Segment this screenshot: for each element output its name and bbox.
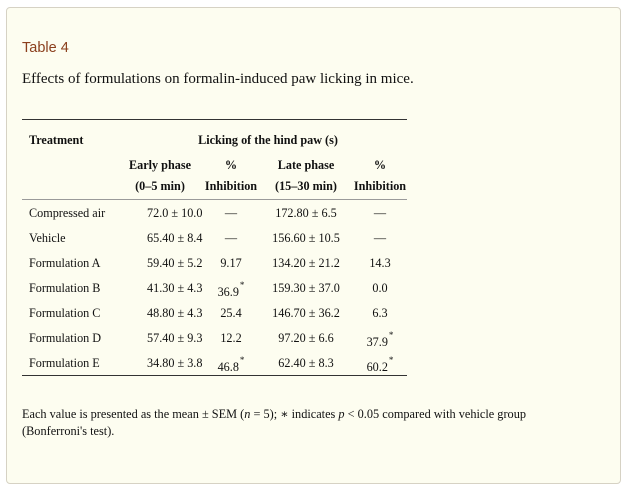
footnote-text-1: Each value is presented as the mean ± SE… xyxy=(22,407,245,421)
cell-late-value: 159.30 ± 37.0 xyxy=(272,281,340,295)
cell-late-inhibition: — xyxy=(374,206,386,220)
header-pct2-bottom: Inhibition xyxy=(353,179,407,193)
cell-late: 62.40 ± 8.3 xyxy=(278,356,333,370)
cell-late-value: 146.70 ± 36.2 xyxy=(272,306,340,320)
cell-treatment: Formulation C xyxy=(29,306,100,320)
significance-marker: * xyxy=(388,355,394,365)
cell-late-inhibition-value: 6.3 xyxy=(372,306,388,320)
footnote-text-3: < 0.05 compared with vehicle group (Bonf… xyxy=(22,407,526,438)
cell-early-inhibition: 36.9* xyxy=(217,280,245,300)
table-top-rule xyxy=(22,119,407,120)
header-late-phase: Late phase xyxy=(277,158,335,172)
cell-early-inhibition-value: — xyxy=(224,206,238,220)
header-treatment: Treatment xyxy=(29,133,84,147)
cell-late-value: 134.20 ± 21.2 xyxy=(272,256,340,270)
cell-late-inhibition: 14.3 xyxy=(369,256,390,270)
cell-early-inhibition: — xyxy=(225,206,237,220)
cell-late: 156.60 ± 10.5 xyxy=(272,231,340,245)
footnote-p: p xyxy=(338,407,345,421)
cell-early-value: 41.30 ± 4.3 xyxy=(147,281,203,295)
cell-late-inhibition-value: — xyxy=(373,231,387,245)
cell-early-inhibition: — xyxy=(225,231,237,245)
significance-marker: * xyxy=(239,355,245,365)
cell-early-inhibition-value: 12.2 xyxy=(220,331,242,345)
cell-early: 34.80 ± 3.8 xyxy=(147,356,202,370)
significance-marker: * xyxy=(388,330,394,340)
cell-early-value: 72.0 ± 10.0 xyxy=(147,206,203,220)
cell-treatment: Vehicle xyxy=(29,231,66,245)
cell-late-inhibition: 0.0 xyxy=(372,281,387,295)
cell-treatment-value: Formulation B xyxy=(29,281,101,295)
cell-treatment-value: Compressed air xyxy=(29,206,106,220)
cell-early-inhibition-value: — xyxy=(224,231,238,245)
table-panel xyxy=(6,7,621,484)
cell-treatment-value: Vehicle xyxy=(29,231,66,245)
cell-early-inhibition-value: 46.8 xyxy=(217,360,239,375)
cell-late: 172.80 ± 6.5 xyxy=(275,206,337,220)
cell-late: 146.70 ± 36.2 xyxy=(272,306,340,320)
header-pct1-bottom: Inhibition xyxy=(204,179,258,193)
cell-treatment-value: Formulation D xyxy=(29,331,102,345)
cell-early-inhibition: 25.4 xyxy=(220,306,241,320)
cell-early-inhibition: 9.17 xyxy=(220,256,241,270)
cell-treatment: Formulation B xyxy=(29,281,100,295)
cell-treatment-value: Formulation A xyxy=(29,256,101,270)
cell-early-inhibition-value: 9.17 xyxy=(220,256,242,270)
cell-late-inhibition-value: — xyxy=(373,206,387,220)
header-group: Licking of the hind paw (s) xyxy=(198,133,338,147)
cell-treatment: Formulation E xyxy=(29,356,100,370)
table-footnote: Each value is presented as the mean ± SE… xyxy=(22,406,582,440)
cell-late-value: 62.40 ± 8.3 xyxy=(278,356,334,370)
cell-late-value: 172.80 ± 6.5 xyxy=(275,206,337,220)
cell-treatment: Formulation A xyxy=(29,256,100,270)
cell-early-inhibition: 12.2 xyxy=(220,331,241,345)
cell-early-value: 34.80 ± 3.8 xyxy=(147,356,203,370)
cell-late-inhibition-value: 60.2 xyxy=(366,360,388,375)
table-caption: Effects of formulations on formalin-indu… xyxy=(22,71,414,87)
cell-late-inhibition-value: 37.9 xyxy=(366,335,388,350)
cell-late-inhibition-value: 0.0 xyxy=(372,281,388,295)
header-late-range: (15–30 min) xyxy=(275,179,337,193)
cell-late: 134.20 ± 21.2 xyxy=(272,256,340,270)
cell-early-value: 57.40 ± 9.3 xyxy=(147,331,203,345)
table-label: Table 4 xyxy=(22,40,69,56)
cell-early-value: 48.80 ± 4.3 xyxy=(147,306,203,320)
header-early-range: (0–5 min) xyxy=(135,179,185,193)
cell-late-inhibition: 37.9* xyxy=(366,330,394,350)
table-bottom-rule xyxy=(22,375,407,376)
footnote-n: n xyxy=(244,407,251,421)
header-pct1-top: % xyxy=(224,158,238,172)
cell-early: 72.0 ± 10.0 xyxy=(147,206,202,220)
cell-early: 41.30 ± 4.3 xyxy=(147,281,202,295)
cell-treatment-value: Formulation C xyxy=(29,306,101,320)
cell-early: 57.40 ± 9.3 xyxy=(147,331,202,345)
header-rule xyxy=(22,199,407,200)
cell-treatment: Formulation D xyxy=(29,331,101,345)
cell-early: 48.80 ± 4.3 xyxy=(147,306,202,320)
significance-marker: * xyxy=(239,280,245,290)
cell-late-value: 156.60 ± 10.5 xyxy=(272,231,340,245)
cell-early-value: 65.40 ± 8.4 xyxy=(147,231,203,245)
cell-treatment-value: Formulation E xyxy=(29,356,100,370)
cell-late-value: 97.20 ± 6.6 xyxy=(278,331,334,345)
cell-early: 65.40 ± 8.4 xyxy=(147,231,202,245)
data-table: Treatment Licking of the hind paw (s) Ea… xyxy=(22,119,407,376)
footnote-text-2: = 5); ∗ indicates xyxy=(250,407,339,421)
cell-early-inhibition-value: 25.4 xyxy=(220,306,242,320)
cell-late-inhibition: — xyxy=(374,231,386,245)
cell-late: 159.30 ± 37.0 xyxy=(272,281,340,295)
cell-late-inhibition: 6.3 xyxy=(372,306,387,320)
header-pct2-top: % xyxy=(373,158,387,172)
cell-early-inhibition: 46.8* xyxy=(217,355,245,375)
cell-early-value: 59.40 ± 5.2 xyxy=(147,256,203,270)
cell-late-inhibition-value: 14.3 xyxy=(369,256,391,270)
cell-late: 97.20 ± 6.6 xyxy=(278,331,333,345)
cell-early-inhibition-value: 36.9 xyxy=(217,285,239,300)
cell-treatment: Compressed air xyxy=(29,206,105,220)
cell-early: 59.40 ± 5.2 xyxy=(147,256,202,270)
cell-late-inhibition: 60.2* xyxy=(366,355,394,375)
header-early-phase: Early phase xyxy=(129,158,191,172)
